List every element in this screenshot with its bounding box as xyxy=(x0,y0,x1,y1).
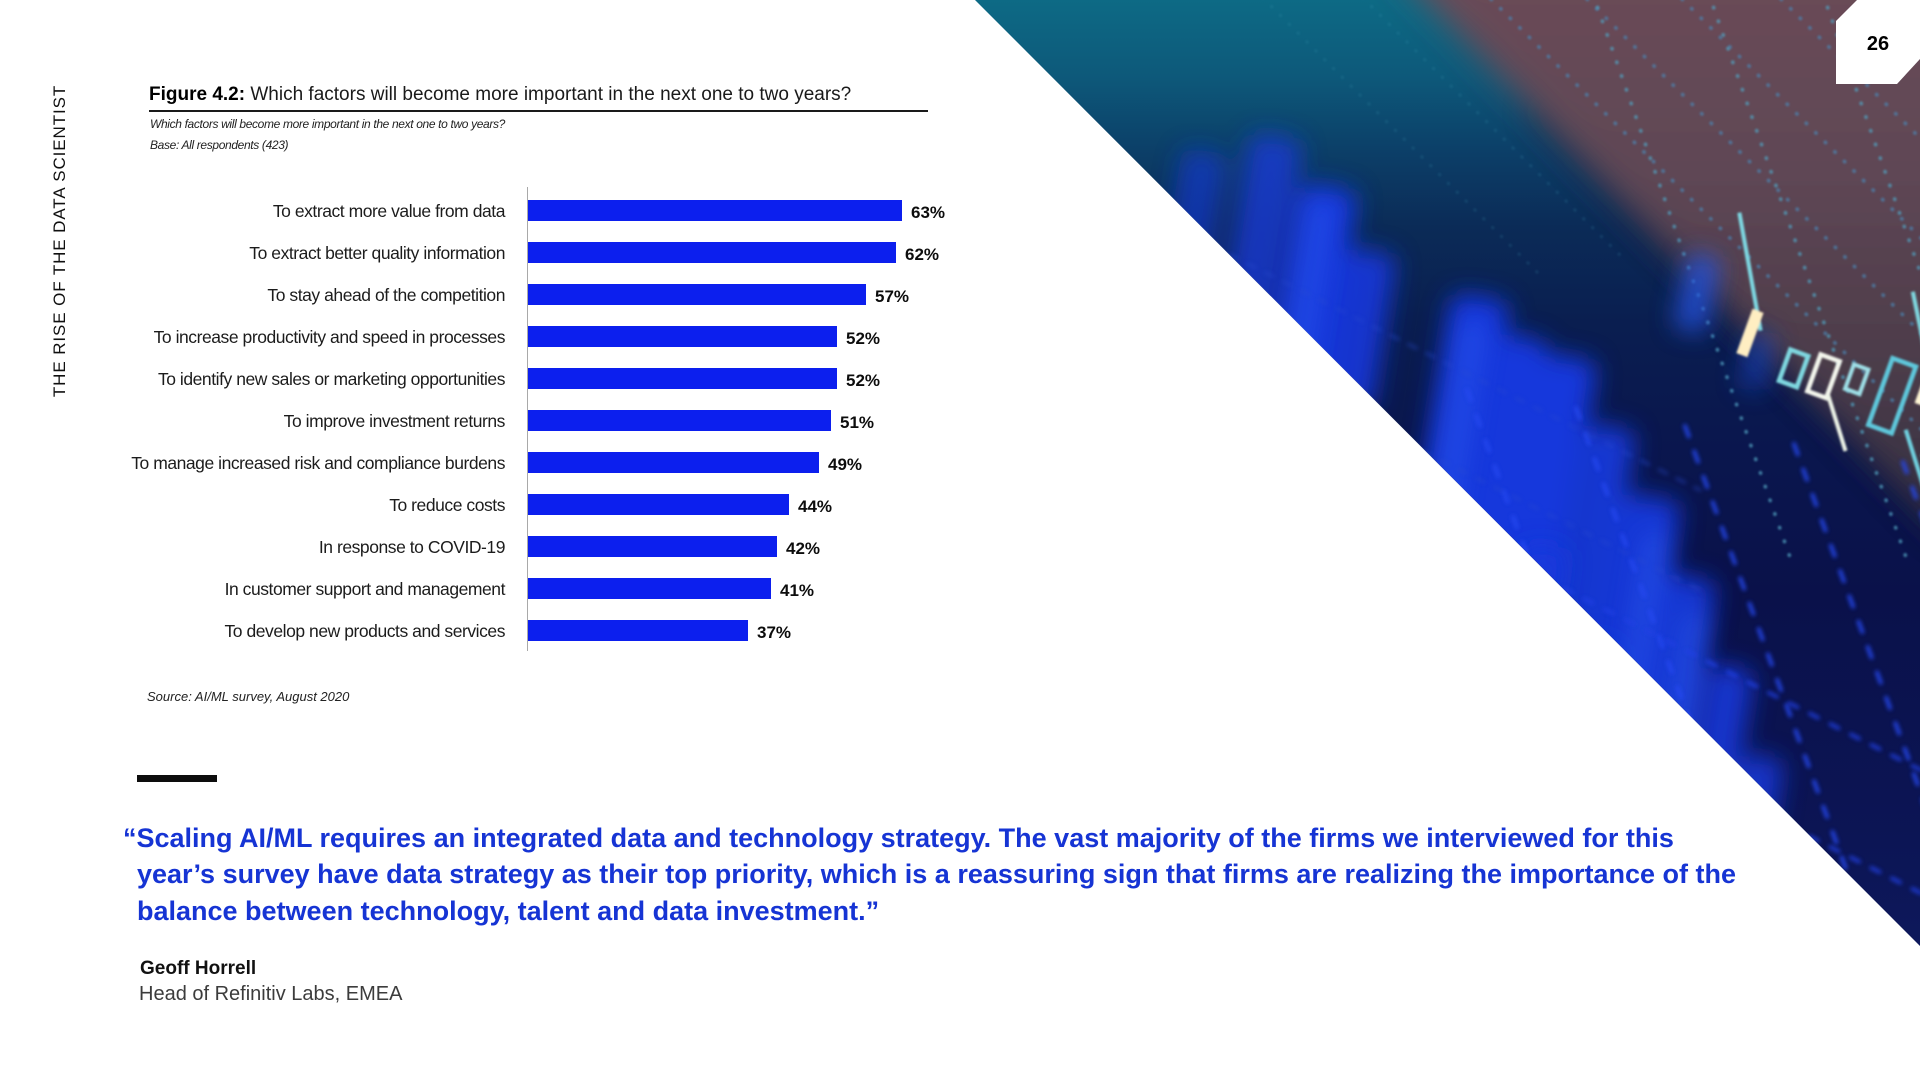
svg-text:26: 26 xyxy=(1867,33,1889,55)
